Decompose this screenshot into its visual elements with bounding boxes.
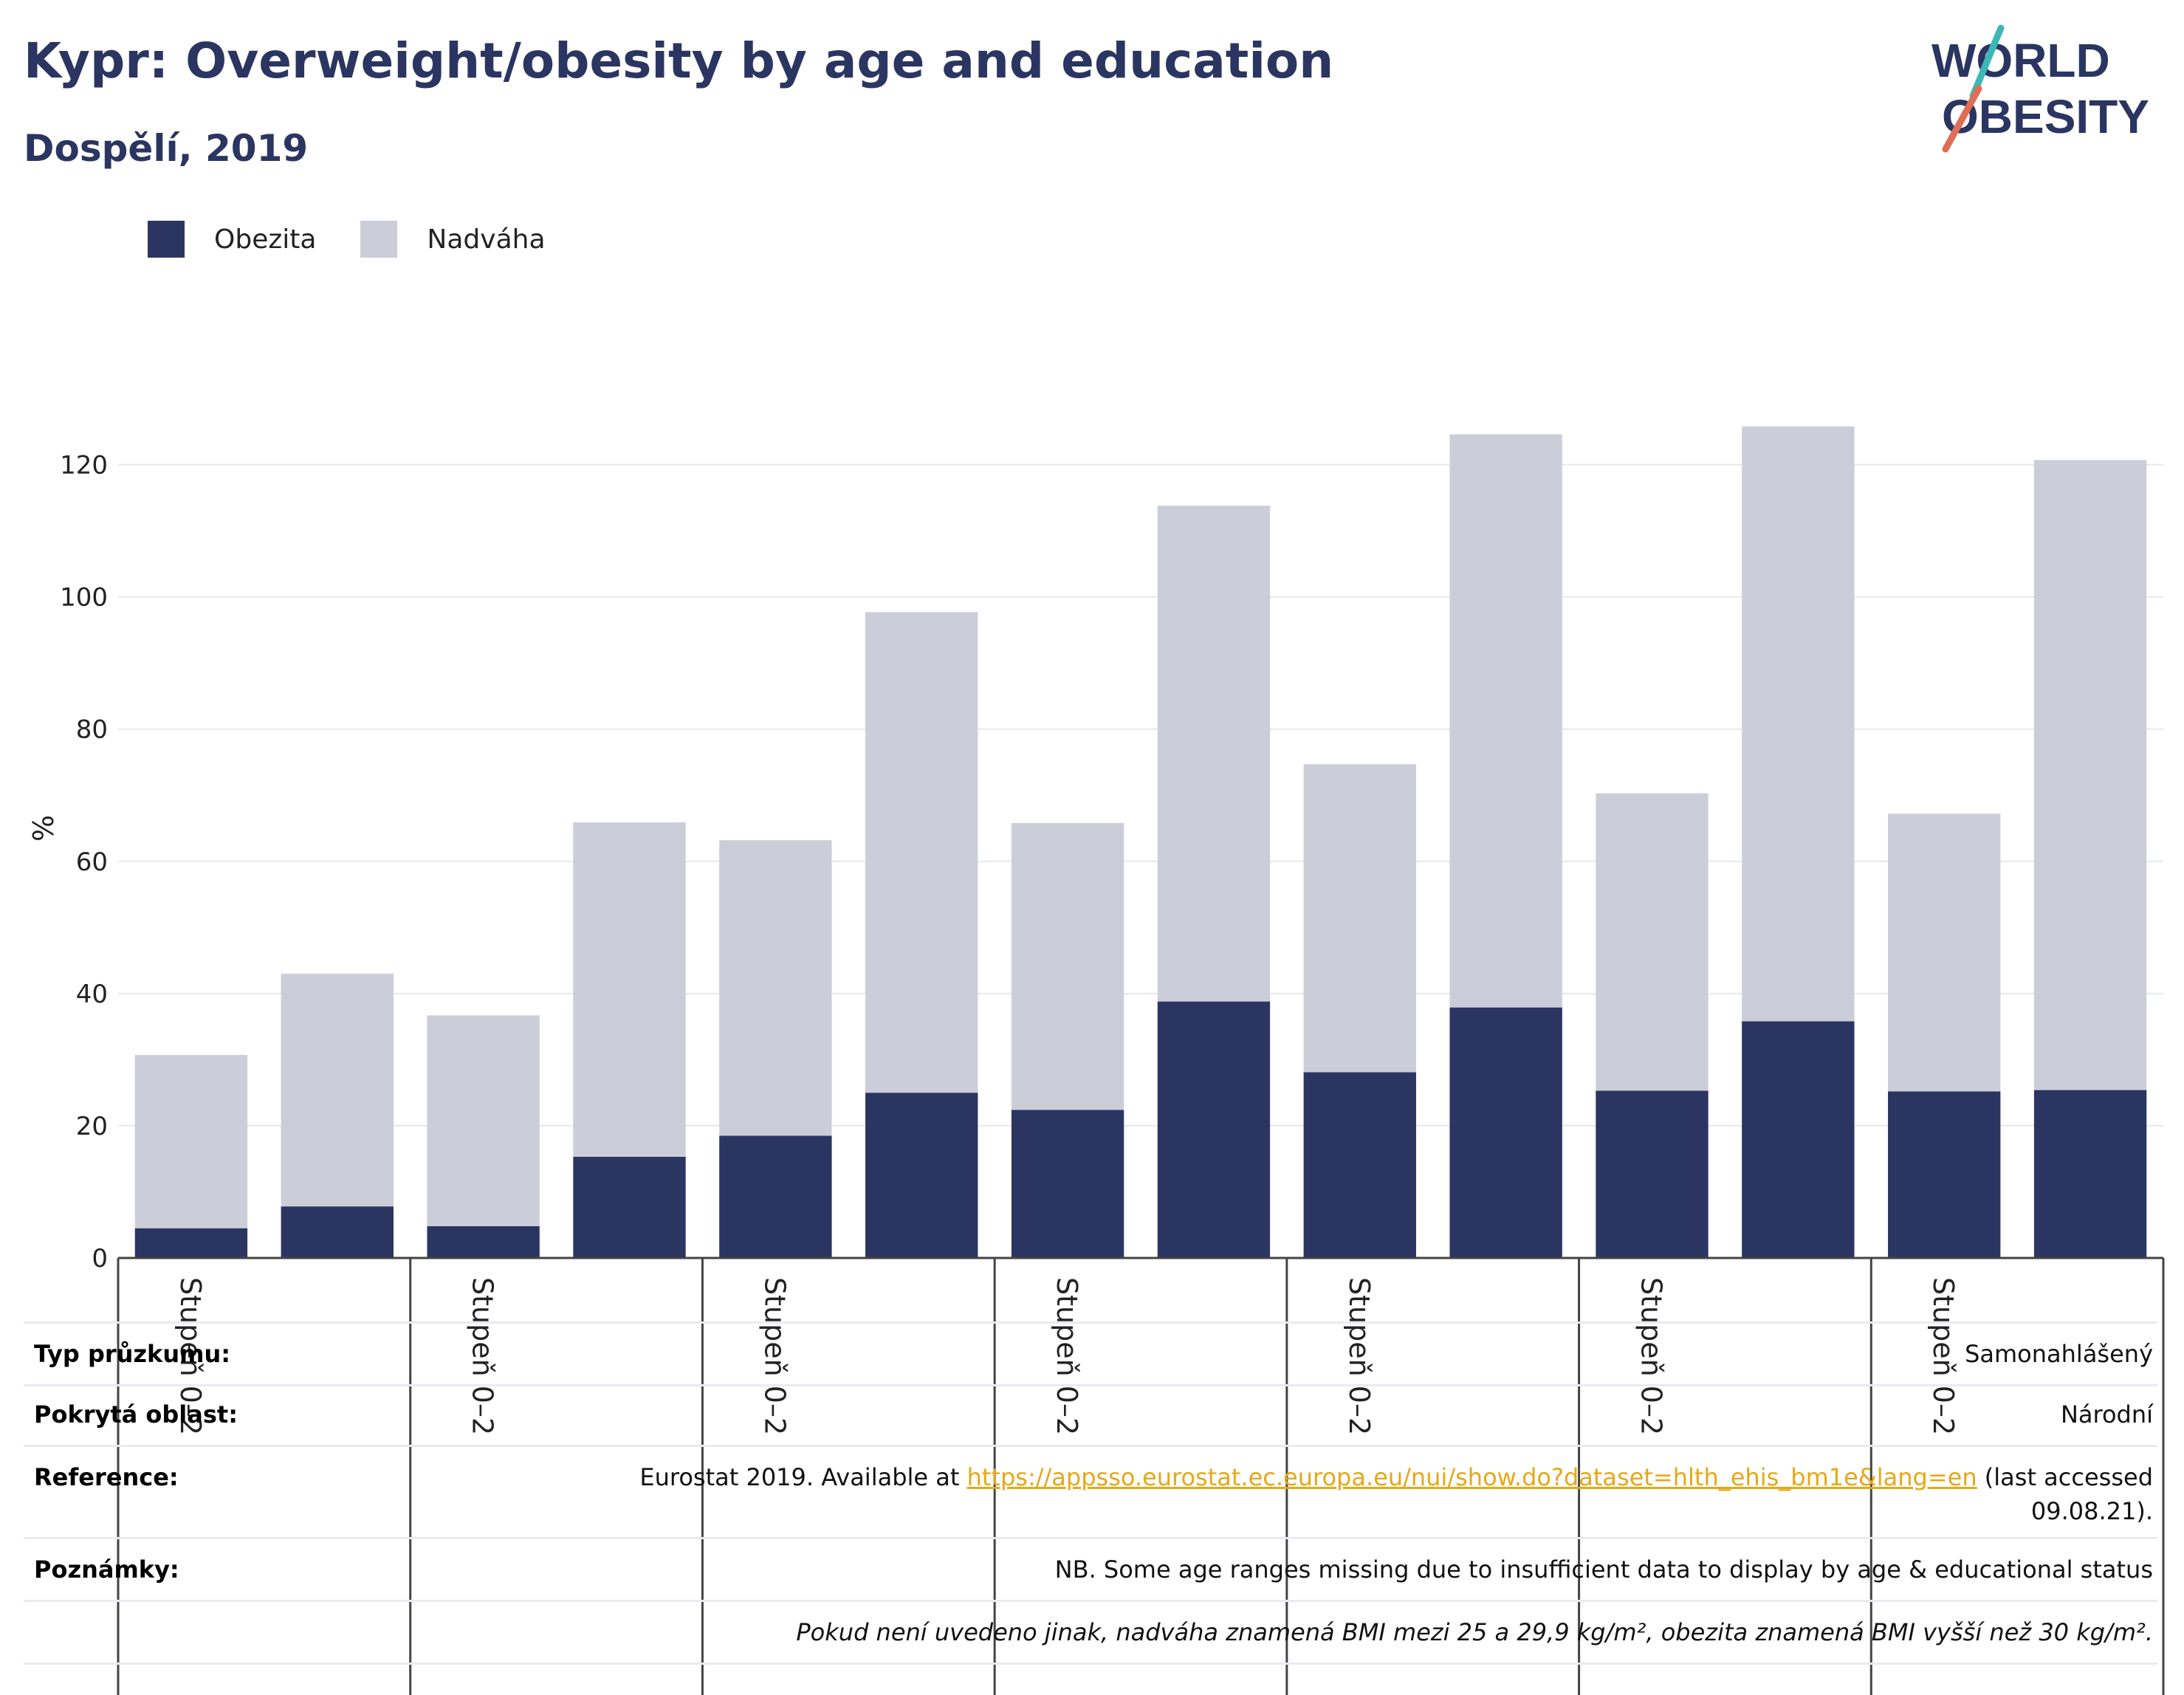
bar-obezita xyxy=(1303,1072,1416,1258)
definition-note: Pokud není uvedeno jinak, nadváha znamen… xyxy=(796,1618,2153,1646)
y-tick-label: 60 xyxy=(76,848,108,877)
survey-type-value: Samonahlášený xyxy=(1965,1340,2153,1368)
bar-obezita xyxy=(1011,1110,1124,1258)
y-tick-label: 40 xyxy=(76,980,108,1009)
chart-legend: Obezita Nadváha xyxy=(148,220,590,258)
y-tick-label: 100 xyxy=(60,583,108,613)
x-tick-label: Stupeň 0–2 xyxy=(1343,1277,1376,1435)
x-tick-label: Stupeň 0–2 xyxy=(467,1277,499,1435)
bar-obezita xyxy=(427,1226,540,1258)
bar-obezita xyxy=(281,1206,394,1258)
bar-nadvaha xyxy=(1596,793,1709,1091)
bar-nadvaha xyxy=(2033,460,2147,1090)
legend-swatch-obezita xyxy=(148,221,185,258)
legend-swatch-nadvaha xyxy=(360,221,398,258)
bar-obezita xyxy=(1888,1091,2001,1258)
bar-obezita xyxy=(134,1228,248,1258)
bar-obezita xyxy=(1157,1001,1271,1258)
reference-label: Reference: xyxy=(34,1463,179,1491)
logo-word-world: WORLD xyxy=(1931,34,2110,87)
area-label: Pokrytá oblast: xyxy=(34,1400,238,1428)
bar-nadvaha xyxy=(1449,434,1562,1008)
bar-obezita xyxy=(865,1093,978,1258)
bar-obezita xyxy=(1449,1007,1562,1258)
bar-nadvaha xyxy=(865,612,978,1093)
meta-row-notes: Poznámky: NB. Some age ranges missing du… xyxy=(24,1539,2157,1602)
bar-nadvaha xyxy=(427,1015,540,1227)
bar-obezita xyxy=(2033,1090,2147,1258)
bar-obezita xyxy=(719,1135,832,1258)
legend-label-obezita: Obezita xyxy=(214,224,317,255)
chart-title: Kypr: Overweight/obesity by age and educ… xyxy=(24,32,1334,89)
y-tick-label: 20 xyxy=(76,1112,108,1141)
bar-obezita xyxy=(1742,1021,1855,1258)
reference-date: 09.08.21). xyxy=(2030,1497,2153,1525)
notes-value: NB. Some age ranges missing due to insuf… xyxy=(1054,1555,2153,1584)
meta-row-area: Pokrytá oblast: Národní xyxy=(24,1384,2157,1447)
notes-label: Poznámky: xyxy=(34,1555,179,1584)
bar-nadvaha xyxy=(1011,822,1124,1110)
y-tick-label: 120 xyxy=(60,451,108,481)
bar-nadvaha xyxy=(1303,764,1416,1073)
area-value: Národní xyxy=(2060,1400,2153,1428)
bar-nadvaha xyxy=(281,973,394,1207)
bar-obezita xyxy=(1596,1090,1709,1258)
reference-value: Eurostat 2019. Available at https://apps… xyxy=(639,1460,2153,1528)
legend-label-nadvaha: Nadváha xyxy=(427,224,546,255)
meta-row-definition: Pokud není uvedeno jinak, nadváha znamen… xyxy=(24,1602,2157,1665)
y-tick-label: 0 xyxy=(92,1244,108,1273)
y-axis-label: % xyxy=(27,815,60,842)
x-tick-label: Stupeň 0–2 xyxy=(1635,1277,1668,1435)
bar-obezita xyxy=(573,1157,686,1258)
bar-nadvaha xyxy=(1742,426,1855,1022)
x-tick-label: Stupeň 0–2 xyxy=(758,1277,791,1435)
x-tick-label: Stupeň 0–2 xyxy=(1927,1277,1960,1435)
bar-nadvaha xyxy=(1157,506,1271,1002)
survey-type-label: Typ průzkumu: xyxy=(34,1340,231,1368)
y-tick-label: 80 xyxy=(76,715,108,745)
reference-link[interactable]: https://appsso.eurostat.ec.europa.eu/nui… xyxy=(966,1463,1977,1491)
bar-nadvaha xyxy=(573,822,686,1158)
reference-suffix: (last accessed xyxy=(1977,1463,2153,1491)
bar-nadvaha xyxy=(1888,814,2001,1092)
meta-row-survey: Typ průzkumu: Samonahlášený xyxy=(24,1321,2157,1386)
x-tick-label: Stupeň 0–2 xyxy=(174,1277,207,1435)
chart-subtitle: Dospělí, 2019 xyxy=(24,127,309,170)
world-obesity-logo: WORLD OBESITY xyxy=(1931,24,2149,153)
bar-nadvaha xyxy=(134,1055,248,1228)
bar-nadvaha xyxy=(719,840,832,1136)
x-tick-label: Stupeň 0–2 xyxy=(1051,1277,1083,1435)
meta-row-reference: Reference: Eurostat 2019. Available at h… xyxy=(24,1447,2157,1539)
reference-prefix: Eurostat 2019. Available at xyxy=(639,1463,967,1491)
